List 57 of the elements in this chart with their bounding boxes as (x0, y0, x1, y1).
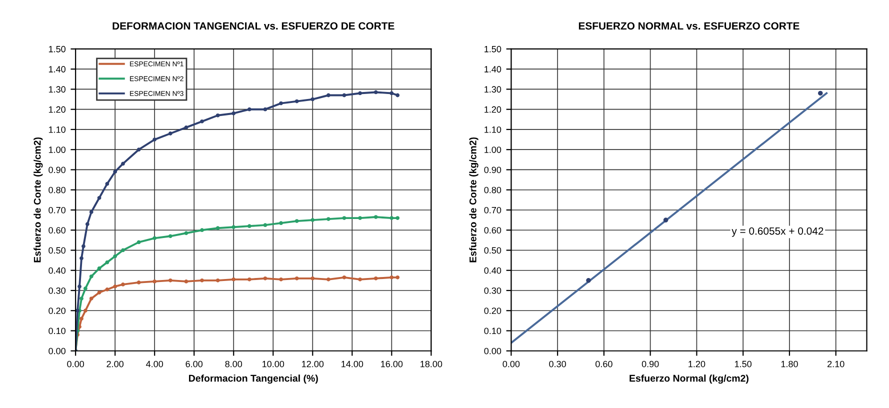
x-tick-label: 0.00 (67, 360, 84, 368)
y-tick-label: 0.00 (484, 348, 502, 354)
y-tick-label: 0.50 (48, 247, 66, 254)
y-tick-label: 1.10 (48, 126, 66, 133)
chart-title: ESFUERZO NORMAL vs. ESFUERZO CORTE (578, 22, 800, 30)
x-tick-label: 0.30 (549, 360, 566, 368)
x-tick-label: 6.00 (186, 360, 203, 368)
y-tick-label: 0.20 (48, 308, 66, 314)
x-axis-title: Deformacion Tangencial (%) (189, 374, 318, 384)
x-tick-label: 1.20 (688, 360, 706, 368)
chart-title: DEFORMACION TANGENCIAL vs. ESFUERZO DE CORTE (112, 22, 394, 30)
y-axis-title: Esfuerzo de Corte (kg/cm2) (469, 137, 478, 262)
y-tick-label: 0.90 (48, 166, 66, 174)
x-tick-label: 2.00 (106, 360, 124, 368)
y-tick-label: 1.10 (484, 126, 502, 133)
x-tick-label: 0.90 (642, 360, 659, 368)
y-tick-label: 1.40 (484, 66, 502, 72)
y-tick-label: 0.30 (48, 287, 66, 294)
y-tick-label: 1.00 (484, 146, 502, 153)
x-tick-label: 8.00 (225, 360, 242, 368)
y-tick-label: 1.30 (484, 86, 502, 93)
x-tick-label: 14.00 (342, 360, 364, 368)
y-tick-label: 0.80 (484, 186, 502, 194)
x-tick-label: 2.10 (828, 360, 844, 368)
y-tick-label: 0.70 (48, 206, 66, 214)
x-tick-label: 16.00 (381, 360, 403, 368)
x-tick-label: 10.00 (262, 360, 284, 368)
x-tick-label: 12.00 (302, 360, 324, 368)
y-tick-label: 0.70 (484, 206, 502, 214)
y-tick-label: 1.20 (48, 106, 66, 113)
x-tick-label: 1.80 (781, 360, 798, 368)
y-tick-label: 1.20 (484, 106, 502, 113)
y-tick-label: 1.50 (48, 46, 66, 52)
x-tick-label: 18.00 (420, 360, 442, 368)
y-axis-title: Esfuerzo de Corte (kg/cm2) (34, 137, 43, 262)
y-tick-label: 0.10 (48, 328, 66, 334)
y-tick-label: 0.00 (48, 348, 66, 354)
y-tick-label: 0.40 (484, 267, 502, 274)
y-tick-label: 0.90 (484, 166, 502, 174)
y-tick-label: 0.80 (48, 186, 66, 194)
y-tick-label: 0.50 (484, 247, 502, 254)
y-tick-label: 0.20 (484, 308, 502, 314)
x-tick-label: 0.00 (502, 360, 520, 368)
y-tick-label: 0.10 (484, 328, 502, 334)
x-tick-label: 4.00 (146, 360, 164, 368)
y-tick-label: 0.30 (484, 287, 502, 294)
y-tick-label: 1.50 (484, 46, 502, 52)
x-axis-title: Esfuerzo Normal (kg/cm2) (630, 374, 748, 384)
y-tick-label: 1.40 (48, 66, 66, 72)
annotation: y = 0.6055x + 0.042 (732, 227, 824, 237)
y-tick-label: 0.60 (48, 227, 66, 234)
y-tick-label: 0.40 (48, 267, 66, 274)
y-tick-label: 0.60 (484, 227, 502, 234)
y-tick-label: 1.00 (48, 146, 66, 153)
x-tick-label: 1.50 (734, 360, 752, 368)
y-tick-label: 1.30 (48, 86, 66, 93)
x-tick-label: 0.60 (596, 360, 612, 368)
